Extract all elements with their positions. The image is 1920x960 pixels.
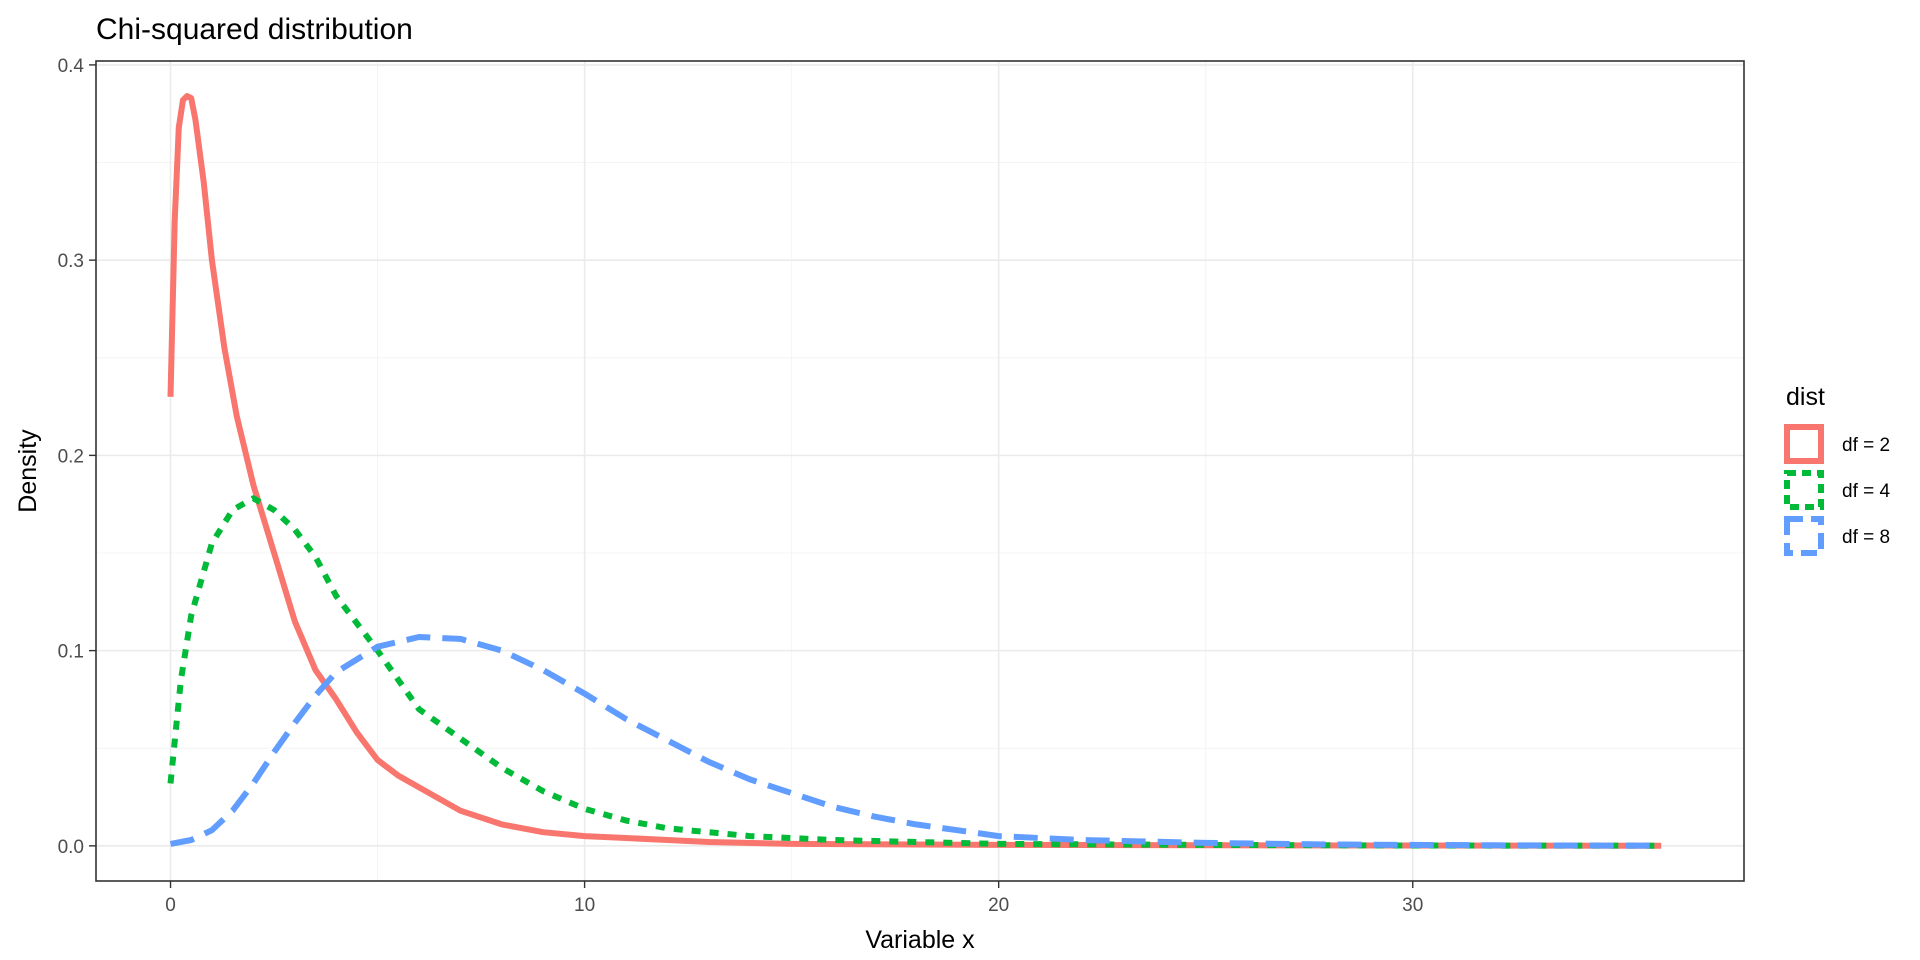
legend-items: df = 2 df = 4 df = 8: [1784, 424, 1890, 556]
x-tick-label: 10: [574, 895, 595, 916]
y-axis-title: Density: [14, 429, 42, 513]
legend: dist df = 2 df = 4 df = 8: [1784, 383, 1890, 556]
major-gridlines: [96, 61, 1744, 881]
chart-title: Chi-squared distribution: [96, 13, 413, 46]
y-tick-label: 0.3: [58, 251, 84, 272]
x-tick-label: 30: [1402, 895, 1423, 916]
x-axis-title: Variable x: [865, 926, 975, 954]
y-axis: 0.0 0.1 0.2 0.3 0.4: [58, 56, 96, 858]
y-tick-label: 0.1: [58, 642, 84, 663]
panel-border: [95, 60, 1745, 882]
y-tick-label: 0.0: [58, 837, 84, 858]
series-line-1: [167, 93, 1662, 849]
series-lines: [167, 93, 1662, 849]
legend-label-2: df = 4: [1842, 481, 1890, 502]
legend-key-1: [1784, 424, 1824, 464]
plot-panel: [95, 60, 1745, 882]
y-tick-label: 0.4: [58, 56, 85, 77]
series-line-2: [167, 495, 1662, 849]
x-tick-label: 0: [165, 895, 176, 916]
legend-key-3: [1784, 516, 1824, 556]
x-axis: 0 10 20 30: [165, 881, 1423, 916]
legend-label-3: df = 8: [1842, 527, 1890, 548]
x-tick-label: 20: [988, 895, 1009, 916]
legend-key-2: [1784, 470, 1824, 510]
legend-label-1: df = 2: [1842, 435, 1890, 456]
legend-title: dist: [1786, 383, 1825, 411]
y-tick-label: 0.2: [58, 446, 84, 467]
